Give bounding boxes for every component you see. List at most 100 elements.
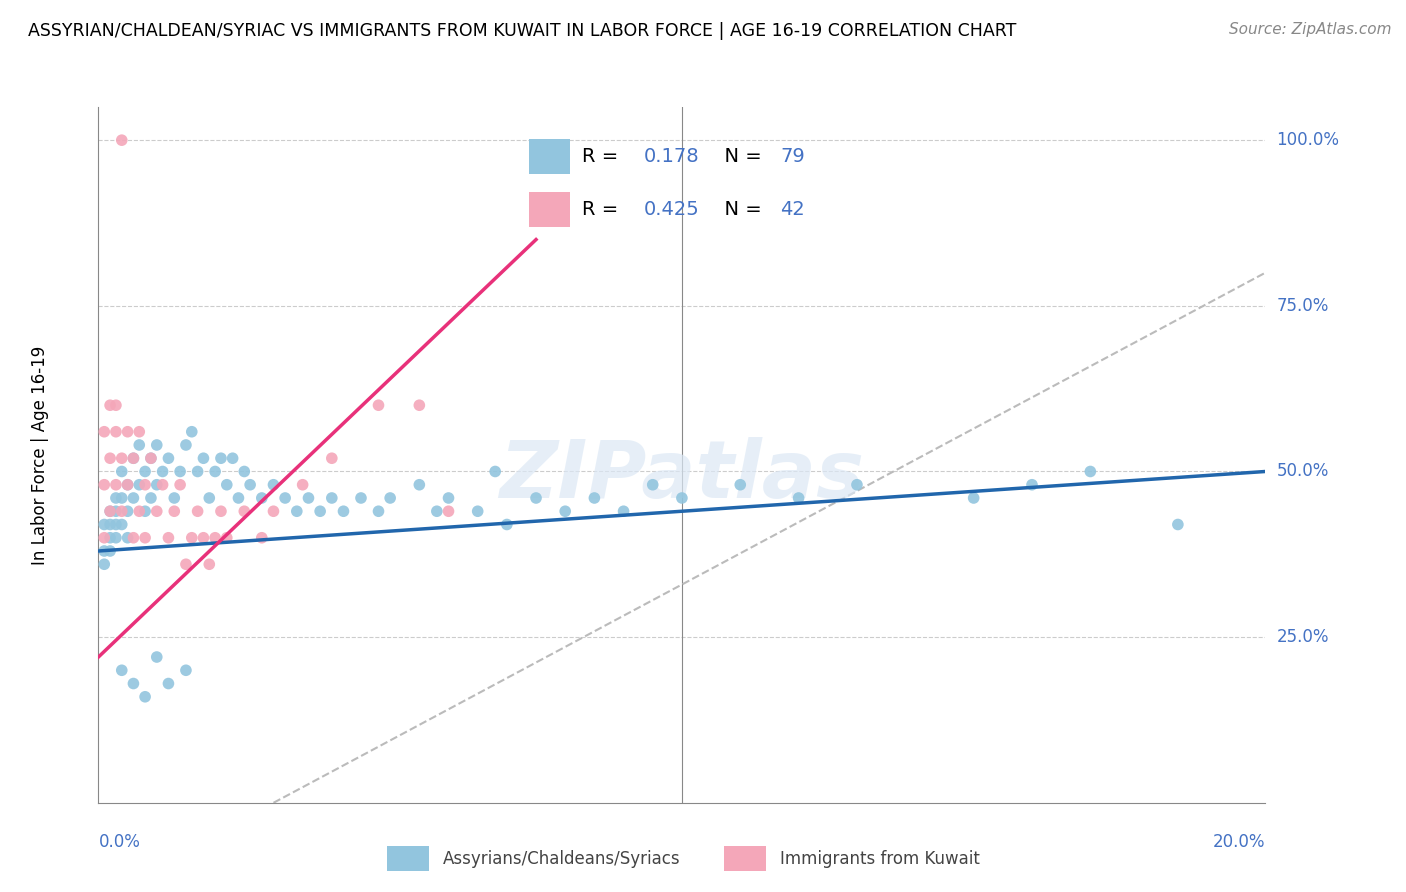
Point: [104, 477, 127, 491]
Point: [193, 451, 215, 466]
Point: [180, 425, 202, 439]
Point: [209, 504, 232, 518]
Point: [262, 477, 284, 491]
Point: [187, 465, 209, 479]
Point: [93, 425, 115, 439]
Point: [612, 504, 634, 518]
Point: [104, 398, 127, 412]
Point: [437, 491, 460, 505]
Point: [169, 477, 191, 491]
Point: [152, 477, 174, 491]
Point: [215, 477, 238, 491]
Text: 50.0%: 50.0%: [1277, 462, 1329, 481]
Point: [180, 531, 202, 545]
Point: [169, 465, 191, 479]
Point: [163, 504, 186, 518]
FancyBboxPatch shape: [724, 847, 766, 871]
Point: [146, 650, 169, 665]
Point: [209, 451, 232, 466]
Point: [98, 504, 121, 518]
Point: [93, 558, 115, 572]
Point: [250, 491, 273, 505]
Point: [193, 531, 215, 545]
Point: [291, 477, 314, 491]
Point: [93, 477, 115, 491]
Point: [134, 690, 156, 704]
Point: [98, 517, 121, 532]
Point: [111, 517, 134, 532]
Point: [117, 477, 139, 491]
Point: [111, 491, 134, 505]
Point: [139, 451, 162, 466]
Point: [139, 491, 162, 505]
Point: [787, 491, 810, 505]
Point: [152, 465, 174, 479]
Point: [146, 477, 169, 491]
Point: [122, 451, 145, 466]
Point: [367, 504, 389, 518]
Text: R =: R =: [582, 146, 624, 166]
Point: [93, 544, 115, 558]
Point: [554, 504, 576, 518]
Point: [309, 504, 332, 518]
Point: [93, 517, 115, 532]
Point: [250, 531, 273, 545]
Text: 42: 42: [780, 200, 804, 219]
Point: [134, 477, 156, 491]
Text: 0.0%: 0.0%: [98, 833, 141, 851]
Text: N =: N =: [711, 146, 768, 166]
Point: [437, 504, 460, 518]
Point: [221, 451, 243, 466]
Text: ZIPatlas: ZIPatlas: [499, 437, 865, 515]
Point: [321, 491, 343, 505]
Point: [198, 558, 221, 572]
Point: [128, 425, 150, 439]
Point: [98, 544, 121, 558]
Point: [122, 531, 145, 545]
Point: [104, 517, 127, 532]
Point: [134, 504, 156, 518]
Point: [98, 504, 121, 518]
Point: [233, 504, 256, 518]
Point: [104, 425, 127, 439]
Point: [134, 531, 156, 545]
Point: [215, 531, 238, 545]
Point: [128, 504, 150, 518]
Text: 0.425: 0.425: [644, 200, 700, 219]
Point: [174, 438, 197, 452]
Point: [332, 504, 354, 518]
Point: [728, 477, 751, 491]
Point: [157, 676, 180, 690]
Point: [157, 531, 180, 545]
Point: [321, 451, 343, 466]
Text: 79: 79: [780, 146, 804, 166]
Point: [111, 451, 134, 466]
FancyBboxPatch shape: [387, 847, 429, 871]
Point: [1167, 517, 1189, 532]
Point: [524, 491, 547, 505]
Point: [1021, 477, 1043, 491]
Text: 0.178: 0.178: [644, 146, 700, 166]
Point: [146, 438, 169, 452]
Text: 25.0%: 25.0%: [1277, 628, 1329, 646]
Point: [378, 491, 402, 505]
Point: [111, 663, 134, 677]
Point: [104, 491, 127, 505]
Text: 100.0%: 100.0%: [1277, 131, 1340, 149]
Point: [204, 465, 226, 479]
Point: [98, 531, 121, 545]
Point: [583, 491, 606, 505]
Point: [350, 491, 373, 505]
Point: [262, 504, 284, 518]
Point: [174, 558, 197, 572]
Point: [367, 398, 389, 412]
Point: [157, 451, 180, 466]
Point: [93, 531, 115, 545]
Point: [117, 504, 139, 518]
Point: [98, 398, 121, 412]
Point: [845, 477, 868, 491]
Point: [117, 425, 139, 439]
Point: [111, 465, 134, 479]
Point: [233, 465, 256, 479]
FancyBboxPatch shape: [530, 192, 569, 227]
